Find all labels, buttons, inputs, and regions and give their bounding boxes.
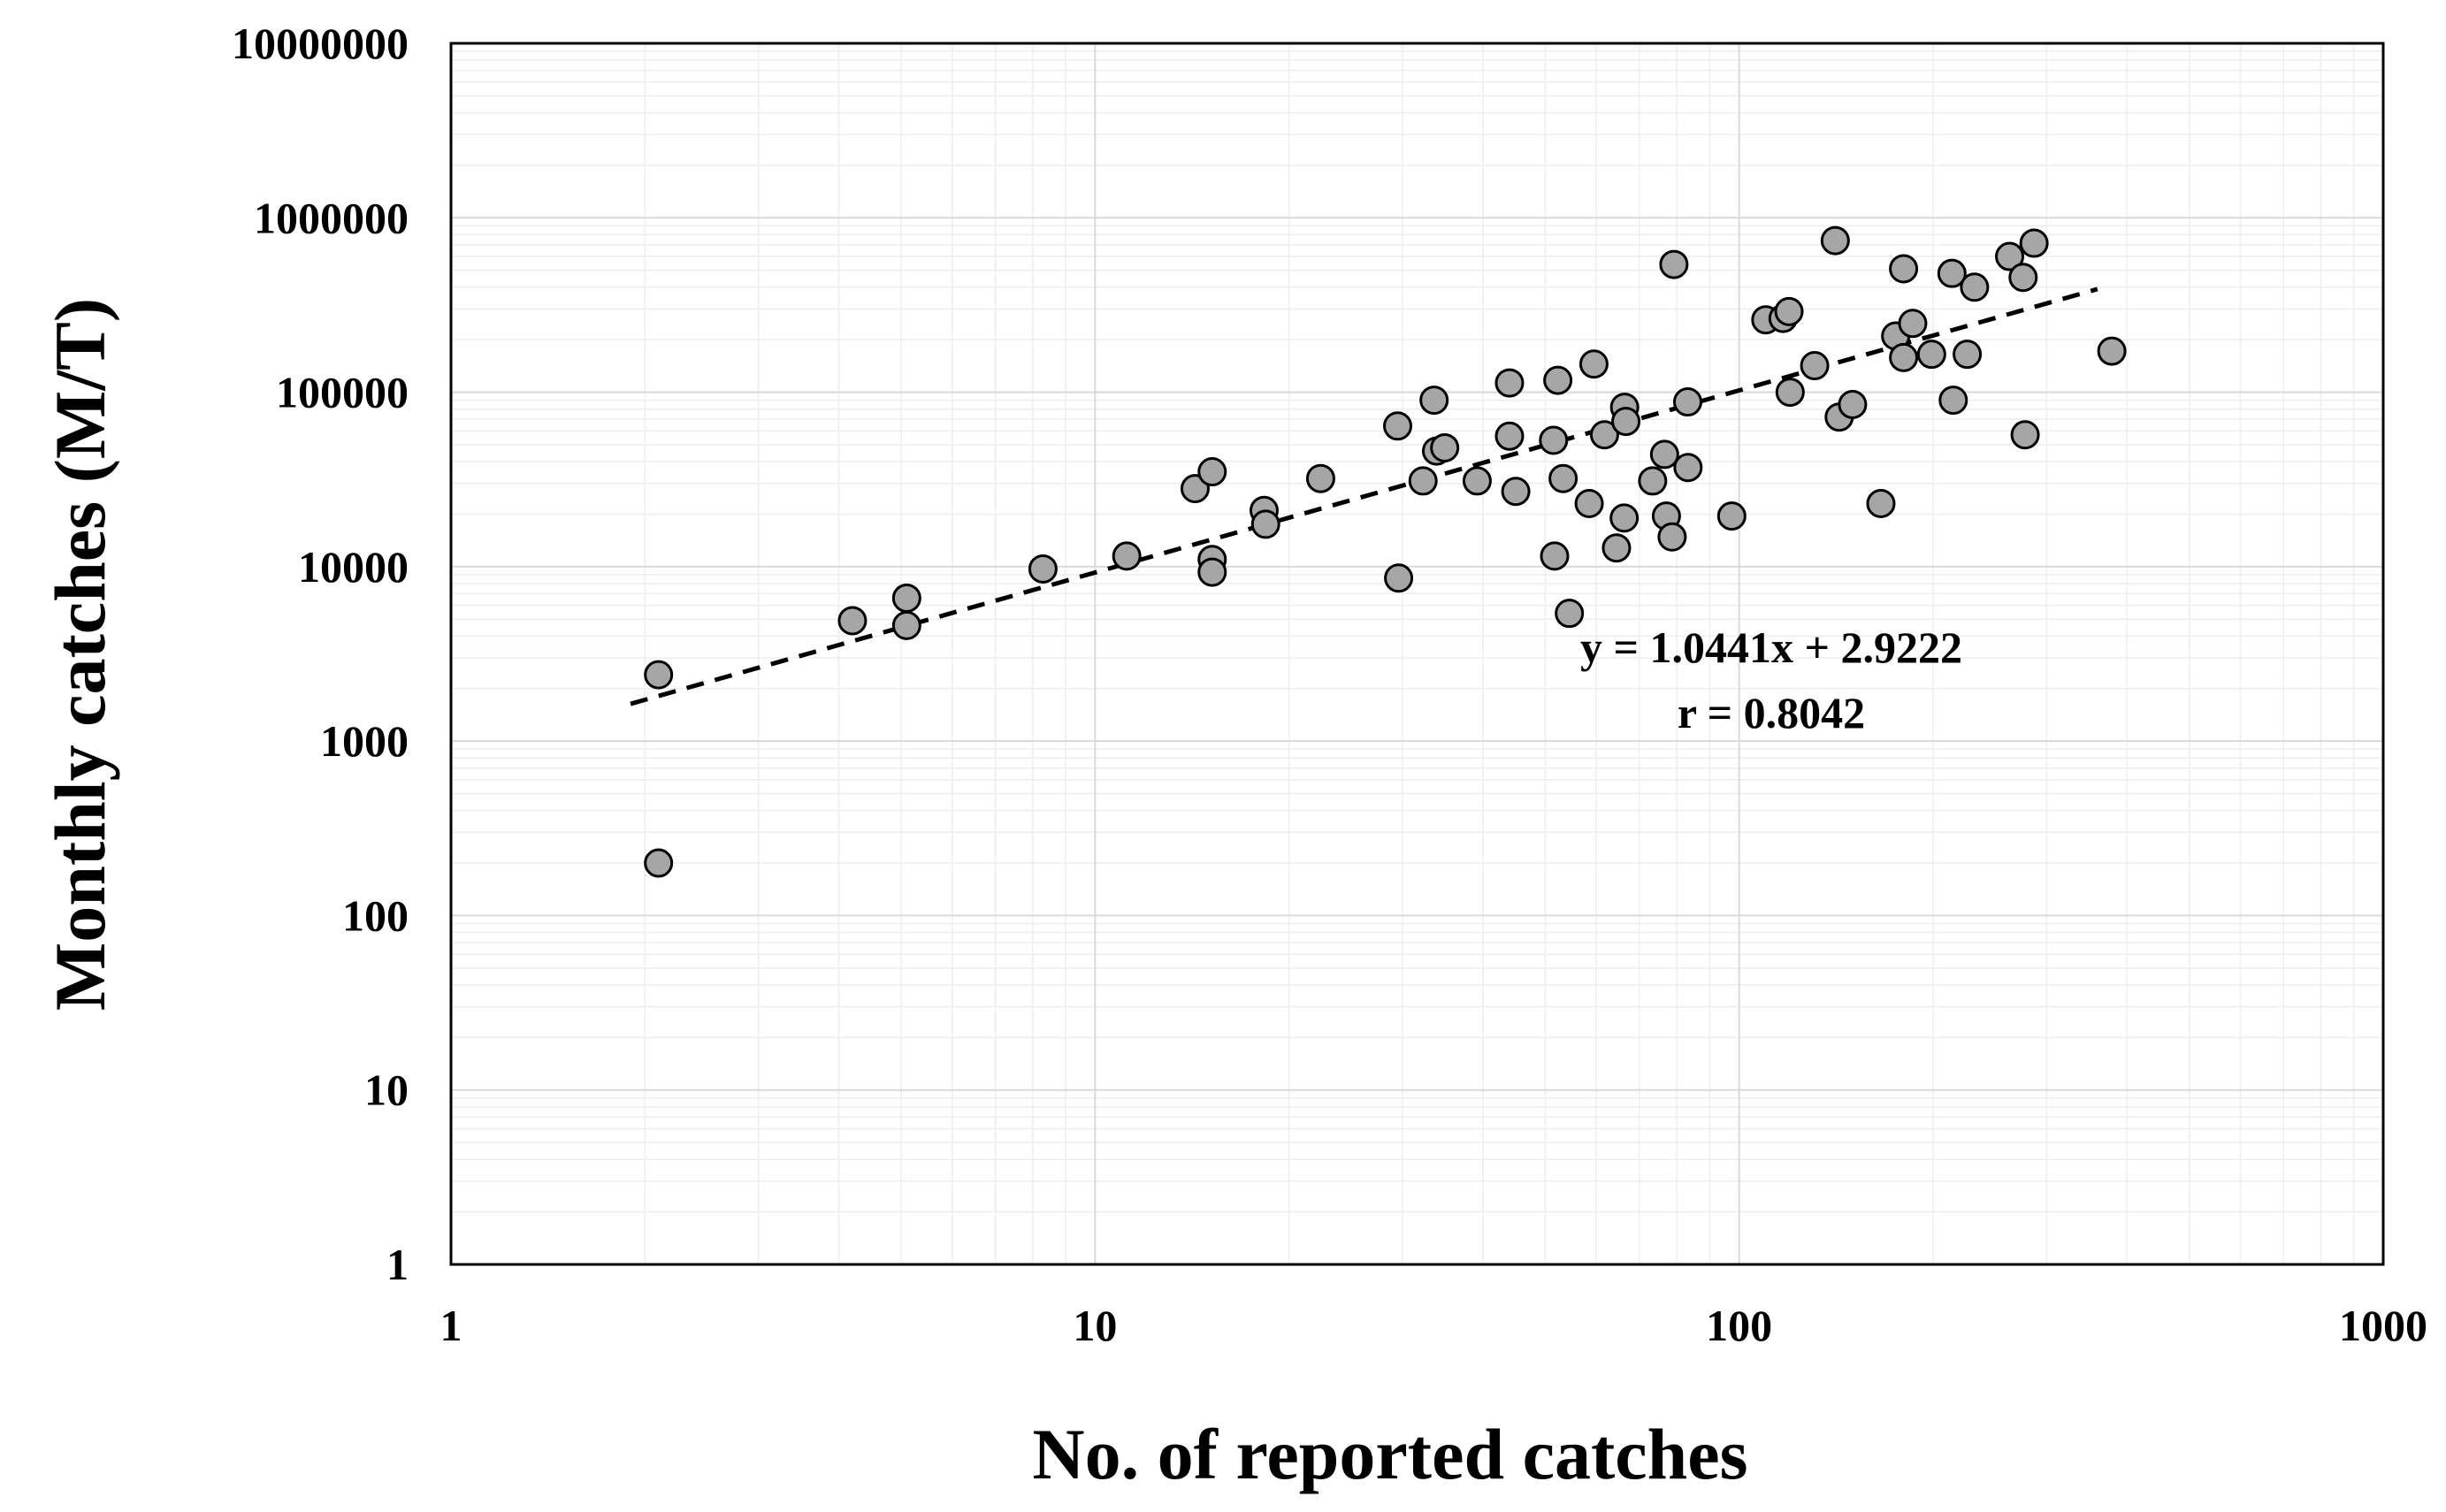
x-tick-label: 1: [440, 1301, 462, 1350]
data-point: [1716, 501, 1747, 531]
data-point: [1820, 225, 1850, 256]
data-point: [1611, 407, 1641, 437]
data-point: [1197, 557, 1227, 587]
data-point: [1548, 463, 1578, 493]
data-point: [1543, 365, 1573, 395]
data-point: [1866, 488, 1896, 518]
data-point: [1501, 477, 1531, 507]
data-point: [1937, 258, 1967, 288]
data-points: [644, 225, 2127, 878]
data-point: [1800, 351, 1830, 381]
data-point: [1494, 368, 1525, 398]
data-point: [1494, 421, 1525, 451]
data-point: [1383, 411, 1413, 441]
grid-lines: [450, 42, 2384, 1265]
y-tick-label: 100: [342, 890, 409, 940]
trendline: [630, 286, 2098, 706]
data-point: [1462, 466, 1492, 496]
data-point: [1589, 420, 1619, 450]
data-point: [1657, 522, 1687, 552]
data-point: [837, 606, 868, 636]
data-point: [1638, 466, 1668, 496]
data-point: [1028, 554, 1058, 584]
plot-area-frame: [449, 42, 2385, 1266]
y-axis-title: Monthly catches (M/T): [40, 298, 120, 1011]
data-point: [1539, 425, 1569, 455]
data-point: [891, 583, 921, 613]
data-point: [891, 610, 921, 640]
data-point: [1408, 466, 1438, 496]
data-point: [1574, 488, 1604, 518]
data-point: [1898, 309, 1928, 339]
data-point: [1430, 432, 1460, 462]
data-point: [2010, 420, 2040, 450]
data-point: [1995, 241, 2025, 271]
y-tick-label: 1: [386, 1240, 409, 1289]
x-tick-label: 100: [1706, 1301, 1772, 1350]
trendline-equation: y = 1.0441x + 2.9222: [1580, 622, 1962, 672]
y-tick-label: 10000000: [232, 19, 409, 68]
data-point: [1384, 563, 1414, 593]
data-point: [1609, 503, 1640, 533]
data-point: [1889, 342, 1919, 372]
y-tick-label: 10: [364, 1065, 409, 1115]
data-point: [2008, 263, 2038, 293]
x-axis-ticks: 1 10 100 1000: [440, 1301, 2428, 1350]
data-point: [1112, 541, 1142, 571]
y-tick-label: 100000: [276, 368, 409, 417]
data-point: [1960, 272, 1990, 302]
data-point: [1540, 541, 1570, 571]
data-point: [644, 660, 674, 690]
data-point: [1938, 386, 1968, 416]
data-point: [1578, 349, 1609, 379]
data-point: [1649, 439, 1679, 470]
data-point: [1659, 249, 1689, 279]
data-point: [1672, 387, 1702, 417]
data-point: [1555, 599, 1585, 629]
data-point: [1419, 386, 1449, 416]
x-tick-label: 1000: [2339, 1301, 2427, 1350]
data-point: [1197, 457, 1227, 487]
x-tick-label: 10: [1073, 1301, 1117, 1350]
y-axis-ticks: 1 10 100 1000 10000 100000 1000000 10000000: [232, 19, 409, 1289]
data-point: [1953, 340, 1983, 370]
trendline-group: [630, 286, 2098, 706]
data-point: [1601, 533, 1632, 563]
data-point: [1180, 474, 1210, 504]
correlation-coefficient: r = 0.8042: [1678, 688, 1865, 737]
data-point: [1305, 463, 1335, 493]
y-tick-label: 1000000: [254, 193, 409, 242]
data-point: [1774, 296, 1804, 326]
data-point: [1916, 340, 1946, 370]
data-point: [1889, 254, 1919, 284]
data-point: [1775, 378, 1805, 408]
data-point: [1673, 453, 1703, 483]
y-tick-label: 1000: [320, 716, 409, 766]
data-point: [1838, 389, 1868, 419]
data-point: [2097, 336, 2127, 366]
data-point: [1250, 509, 1280, 539]
y-tick-label: 10000: [298, 542, 409, 592]
data-point: [2019, 228, 2049, 258]
x-axis-title: No. of reported catches: [1032, 1414, 1747, 1494]
data-point: [644, 848, 674, 878]
